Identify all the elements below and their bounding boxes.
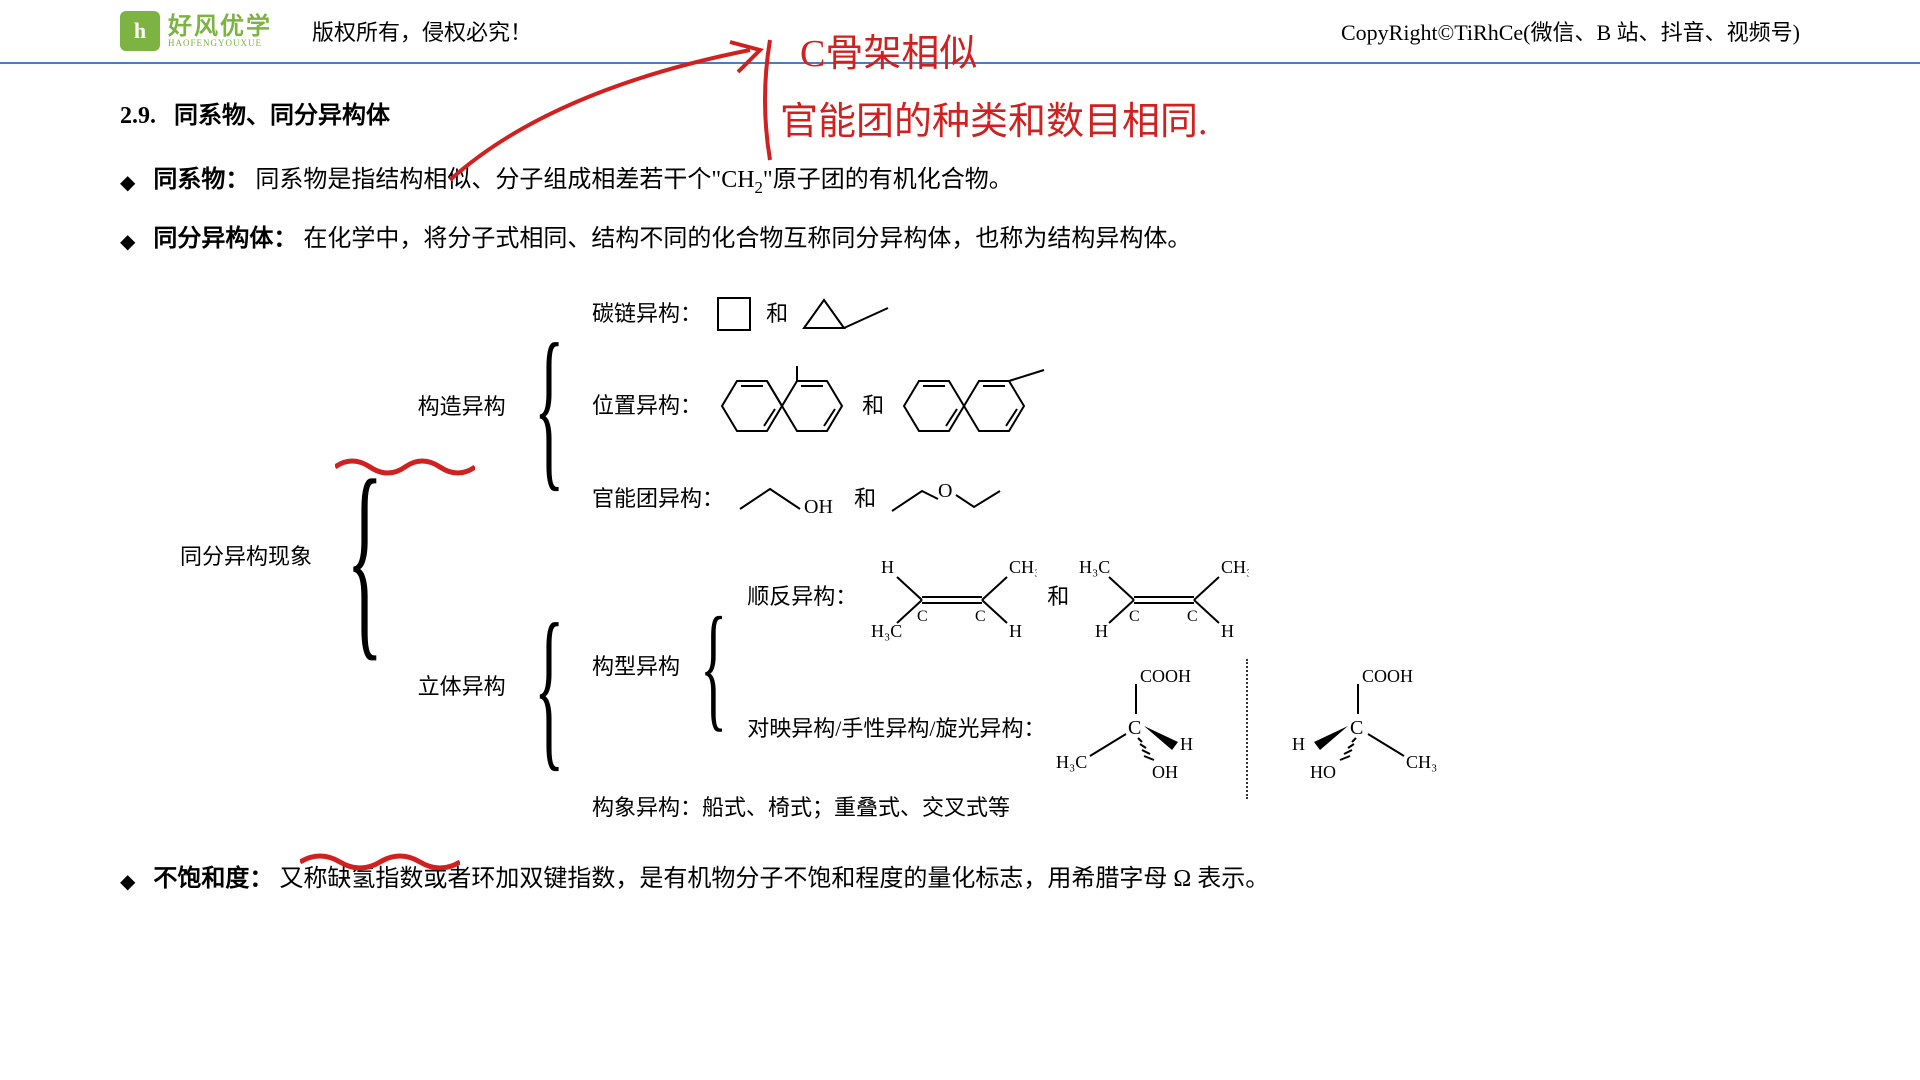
branch-stereo: 立体异构 — [418, 666, 506, 708]
svg-text:H: H — [1221, 621, 1234, 641]
homolog-text-b: "原子团的有机化合物。 — [763, 167, 1013, 193]
page-header: h 好风优学 HAOFENGYOUXUE 版权所有，侵权必究！ CopyRigh… — [0, 0, 1920, 64]
underline-squiggle-2 — [300, 850, 460, 874]
homolog-sub: 2 — [755, 177, 763, 196]
chem-chiral-right: C COOH H CH₃ — [1278, 664, 1438, 794]
copyright-right: CopyRight©TiRhCe(微信、B 站、抖音、视频号) — [1341, 15, 1800, 47]
homolog-text-a: 同系物是指结构相似、分子组成相差若干个" — [255, 167, 721, 193]
logo-icon: h — [120, 11, 160, 51]
svg-text:OH: OH — [804, 496, 833, 518]
label-enantiomer: 对映异构/手性异构/旋光异构： — [747, 708, 1045, 750]
page-content: 2.9. 同系物、同分异构体 ◆ 同系物： 同系物是指结构相似、分子组成相差若干… — [0, 64, 1920, 902]
and-text: 和 — [1047, 576, 1069, 618]
svg-text:OH: OH — [1152, 762, 1178, 782]
svg-text:H₃C: H₃C — [1056, 752, 1087, 772]
mirror-line — [1246, 659, 1248, 799]
svg-text:C: C — [1350, 717, 1363, 739]
svg-text:H: H — [1292, 734, 1305, 754]
svg-text:CH₃: CH₃ — [1009, 557, 1037, 577]
chem-cis: H H₃C CH₃ H C C — [867, 547, 1037, 647]
brace-icon: { — [700, 611, 727, 723]
term-homolog: 同系物： — [153, 167, 249, 193]
svg-text:C: C — [975, 608, 986, 625]
svg-text:H: H — [881, 557, 894, 577]
section-heading: 2.9. 同系物、同分异构体 — [120, 94, 1800, 140]
svg-text:CH₃: CH₃ — [1221, 557, 1249, 577]
term-isomer: 同分异构体： — [153, 226, 297, 252]
and-text: 和 — [862, 385, 884, 427]
svg-text:CH₃: CH₃ — [1406, 752, 1437, 772]
term-unsaturation: 不饱和度： — [153, 866, 273, 892]
row-cistrans: 顺反异构： H H₃C CH₃ — [747, 547, 1437, 647]
row-chain: 碳链异构： 和 — [592, 293, 1054, 335]
svg-text:H₃C: H₃C — [871, 621, 902, 641]
svg-text:H: H — [1180, 734, 1193, 754]
brace-icon: { — [534, 335, 564, 479]
chem-trans: H₃C H CH₃ H C C — [1079, 547, 1249, 647]
svg-text:H₃C: H₃C — [1079, 557, 1110, 577]
label-functional: 官能团异构： — [592, 478, 724, 520]
brace-icon: { — [534, 615, 564, 759]
svg-text:O: O — [938, 480, 952, 502]
row-enantiomer: 对映异构/手性异构/旋光异构： C COOH H₃C H — [747, 659, 1437, 799]
bullet-icon: ◆ — [120, 164, 135, 202]
def-isomer: ◆ 同分异构体： 在化学中，将分子式相同、结构不同的化合物互称同分异构体，也称为… — [120, 217, 1800, 263]
svg-text:H: H — [1095, 621, 1108, 641]
svg-text:C: C — [1187, 608, 1198, 625]
homolog-ch2: CH — [721, 167, 754, 193]
label-conformation: 构象异构：船式、椅式；重叠式、交叉式等 — [592, 787, 1010, 829]
logo-text-cn: 好风优学 — [168, 15, 272, 39]
brand-logo: h 好风优学 HAOFENGYOUXUE — [120, 11, 272, 51]
tree-root: 同分异构现象 — [180, 536, 312, 578]
logo-text-en: HAOFENGYOUXUE — [168, 39, 272, 48]
label-chain: 碳链异构： — [592, 293, 702, 335]
chem-naphthalene-1 — [712, 366, 852, 446]
chem-dimethylether: O — [886, 477, 1006, 521]
row-position: 位置异构： 和 — [592, 366, 1054, 446]
copyright-left: 版权所有，侵权必究！ — [312, 15, 532, 47]
svg-text:C: C — [1128, 717, 1141, 739]
bullet-icon: ◆ — [120, 223, 135, 261]
svg-text:C: C — [917, 608, 928, 625]
branch-config: 构型异构 — [592, 646, 680, 688]
svg-text:C: C — [1129, 608, 1140, 625]
isomer-text: 在化学中，将分子式相同、结构不同的化合物互称同分异构体，也称为结构异构体。 — [303, 226, 1191, 252]
def-homolog: ◆ 同系物： 同系物是指结构相似、分子组成相差若干个"CH2"原子团的有机化合物… — [120, 158, 1800, 204]
section-title-text: 同系物、同分异构体 — [174, 103, 390, 129]
svg-text:H: H — [1009, 621, 1022, 641]
row-functional: 官能团异构： OH 和 O — [592, 477, 1054, 521]
and-text: 和 — [854, 478, 876, 520]
label-cistrans: 顺反异构： — [747, 576, 857, 618]
section-number: 2.9. — [120, 103, 156, 129]
row-conformation: 构象异构：船式、椅式；重叠式、交叉式等 — [592, 787, 1437, 829]
brace-icon: { — [346, 469, 383, 645]
svg-text:HO: HO — [1310, 762, 1336, 782]
and-text: 和 — [766, 293, 788, 335]
svg-text:COOH: COOH — [1362, 666, 1413, 686]
chem-chiral-left: C COOH H₃C H — [1056, 664, 1216, 794]
chem-ethanol: OH — [734, 479, 844, 519]
chem-methylcyclopropane — [798, 294, 894, 334]
bullet-icon: ◆ — [120, 863, 135, 901]
isomerism-tree: 同分异构现象 { 构造异构 { 碳链异构： 和 — [180, 277, 1800, 837]
chem-cyclobutane — [712, 294, 756, 334]
svg-text:COOH: COOH — [1140, 666, 1191, 686]
chem-naphthalene-2 — [894, 366, 1054, 446]
label-position: 位置异构： — [592, 385, 702, 427]
branch-structural: 构造异构 — [418, 386, 506, 428]
